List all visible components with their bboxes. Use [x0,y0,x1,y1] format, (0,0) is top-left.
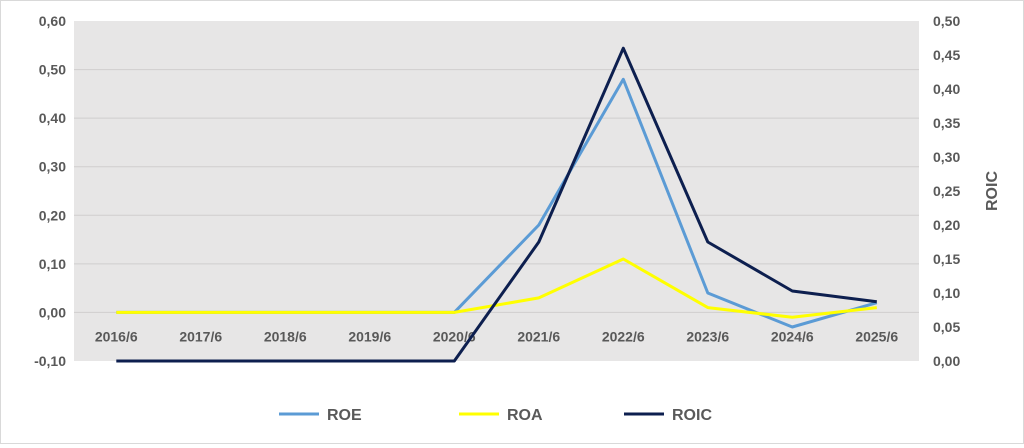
right-tick-label: 0,20 [933,217,960,233]
legend-label-roa: ROA [507,407,543,424]
right-tick-label: 0,40 [933,81,960,97]
x-tick-label: 2020/6 [433,328,476,344]
series-line-roic [116,46,877,363]
x-tick-label: 2021/6 [517,328,560,344]
x-tick-label: 2023/6 [686,328,729,344]
x-tick-label: 2016/6 [95,328,138,344]
legend: ROE ROA ROIC [279,407,712,424]
left-axis-ticks: -0,10 0,00 0,10 0,20 0,30 0,40 0,50 0,60 [34,13,66,369]
x-tick-label: 2017/6 [179,328,222,344]
left-tick-label: 0,00 [39,304,66,320]
x-axis-ticks: 2016/6 2017/6 2018/6 2019/6 2020/6 2021/6 2022… [95,328,899,344]
left-tick-label: -0,10 [34,353,66,369]
right-tick-label: 0,30 [933,149,960,165]
right-tick-label: 0,25 [933,183,960,199]
right-tick-label: 0,45 [933,47,960,63]
gridlines [74,69,919,313]
x-tick-label: 2025/6 [855,328,898,344]
x-tick-label: 2024/6 [771,328,814,344]
left-tick-label: 0,30 [39,159,66,175]
right-axis-ticks: 0,00 0,05 0,10 0,15 0,20 0,25 0,30 0,35 0,40 0,45… [933,13,960,369]
series-lines [116,46,878,363]
legend-label-roe: ROE [327,407,362,424]
left-tick-label: 0,10 [39,256,66,272]
x-tick-label: 2018/6 [264,328,307,344]
legend-label-roic: ROIC [672,407,712,424]
right-tick-label: 0,10 [933,285,960,301]
right-axis-label: ROIC [984,171,1001,211]
x-tick-label: 2019/6 [348,328,391,344]
right-tick-label: 0,05 [933,319,960,335]
right-tick-label: 0,15 [933,251,960,267]
plot-area [74,21,919,361]
left-tick-label: 0,40 [39,110,66,126]
left-tick-label: 0,20 [39,207,66,223]
right-tick-label: 0,00 [933,353,960,369]
right-tick-label: 0,50 [933,13,960,29]
x-tick-label: 2022/6 [602,328,645,344]
right-tick-label: 0,35 [933,115,960,131]
left-tick-label: 0,50 [39,62,66,78]
left-tick-label: 0,60 [39,13,66,29]
series-line-roa [116,257,877,319]
